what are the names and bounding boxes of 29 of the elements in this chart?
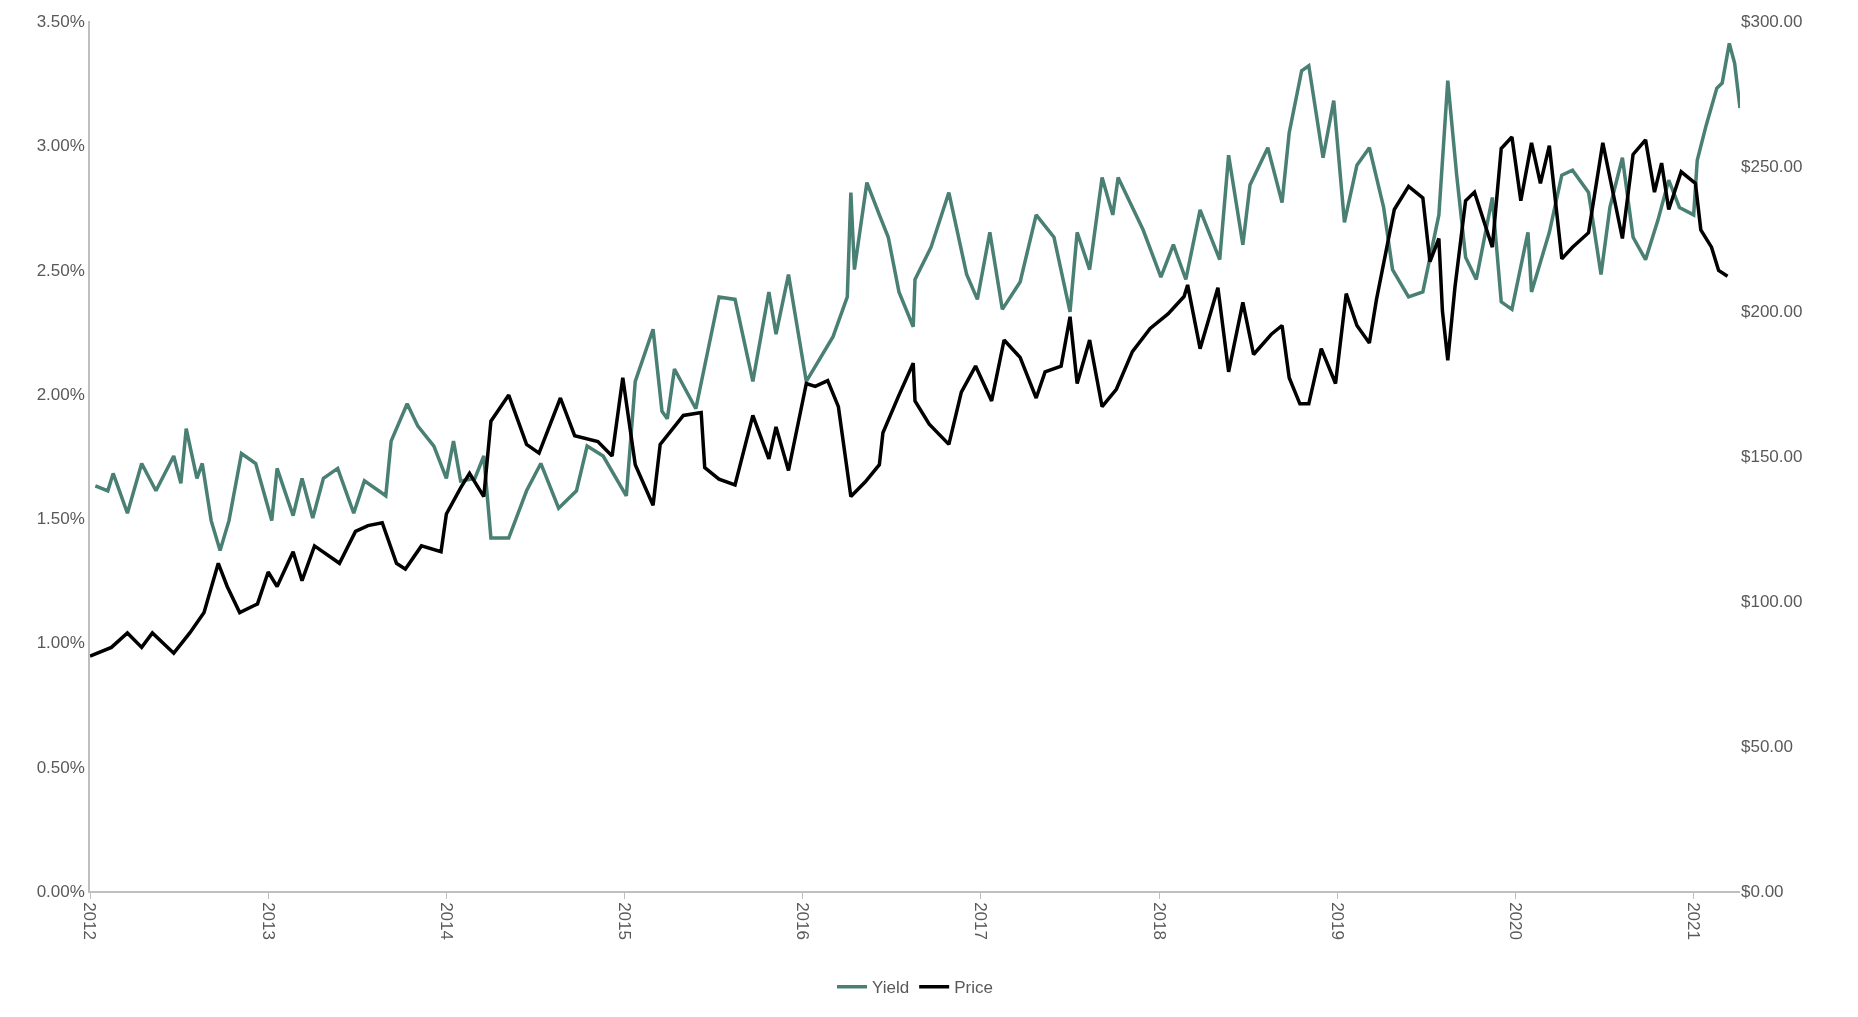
y2-tick-label: $300.00	[1741, 11, 1803, 31]
y-tick-label: 0.00%	[36, 881, 85, 901]
x-tick-label: 2013	[258, 902, 278, 940]
x-tick-label: 2016	[793, 902, 813, 940]
y-tick-label: 2.00%	[36, 384, 85, 404]
y-tick-label: 1.50%	[36, 509, 85, 529]
x-tick-label: 2012	[80, 902, 100, 940]
y-tick-label: 3.00%	[36, 136, 85, 156]
y2-tick-label: $50.00	[1741, 736, 1793, 756]
line-series	[93, 41, 1740, 553]
x-tick-label: 2021	[1684, 902, 1704, 940]
y2-tick-label: $100.00	[1741, 591, 1803, 611]
x-tick-label: 2014	[436, 902, 456, 940]
y-tick-label: 2.50%	[36, 260, 85, 280]
x-tick-label: 2019	[1327, 902, 1347, 940]
y2-tick-label: $250.00	[1741, 156, 1803, 176]
y2-tick-label: $200.00	[1741, 301, 1803, 321]
y-tick-label: 1.00%	[36, 633, 85, 653]
x-tick-label: 2018	[1149, 902, 1169, 940]
y-tick-label: 0.50%	[36, 757, 85, 777]
y2-tick-label: $0.00	[1741, 881, 1784, 901]
y-tick-label: 3.50%	[36, 11, 85, 31]
legend-label: Yield	[872, 978, 910, 998]
y2-tick-label: $150.00	[1741, 446, 1803, 466]
line-series	[90, 135, 1730, 658]
legend-label: Price	[954, 978, 993, 998]
x-tick-label: 2015	[615, 902, 635, 940]
x-tick-label: 2017	[971, 902, 991, 940]
x-tick-label: 2020	[1505, 902, 1525, 940]
